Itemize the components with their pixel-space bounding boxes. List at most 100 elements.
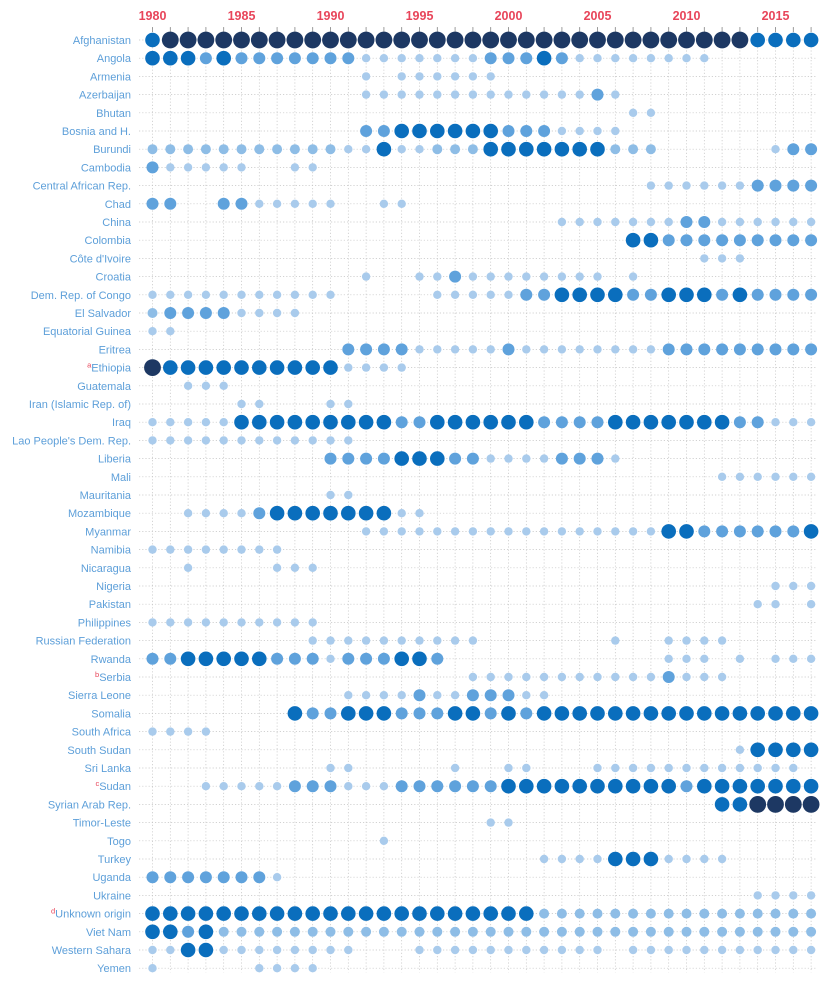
data-dot [306, 52, 319, 65]
data-dot [486, 818, 495, 827]
data-dot [288, 652, 301, 665]
data-dot [575, 272, 584, 281]
country-label: Timor-Leste [73, 818, 131, 830]
data-dot [272, 144, 283, 155]
data-dot [483, 123, 499, 139]
data-dot [539, 672, 549, 682]
data-dot [394, 906, 410, 921]
data-dot [341, 505, 356, 521]
country-label: Mauritania [80, 490, 132, 502]
data-dot [393, 31, 411, 49]
data-dot [269, 414, 285, 430]
data-dot [628, 527, 638, 536]
data-dot [290, 964, 300, 973]
data-dot [148, 327, 157, 336]
country-label: Chad [105, 199, 131, 211]
data-dot [789, 654, 798, 663]
country-label: Viet Nam [86, 927, 131, 939]
data-dot [201, 545, 211, 554]
data-dot [643, 414, 659, 430]
data-dot [504, 818, 513, 827]
data-dot [789, 217, 798, 227]
data-dot [679, 706, 694, 721]
data-dot [183, 144, 194, 155]
data-dot [483, 141, 499, 157]
data-dot [412, 651, 427, 667]
data-dot [557, 672, 567, 682]
data-dot [219, 436, 228, 445]
data-dot [806, 654, 816, 663]
data-dot [539, 926, 550, 937]
country-label: Croatia [96, 272, 132, 284]
data-dot [771, 945, 780, 955]
year-label: 2010 [673, 9, 701, 23]
data-dot [201, 727, 211, 736]
data-dot [606, 31, 624, 49]
data-dot [483, 414, 499, 430]
country-label: Turkey [98, 854, 132, 866]
data-dot [664, 763, 673, 773]
data-dot [806, 945, 816, 955]
data-dot [751, 234, 764, 247]
footnote-mark: a [87, 361, 92, 370]
data-dot [415, 145, 424, 154]
data-dot [379, 691, 389, 700]
data-dot [557, 945, 567, 955]
data-dot [146, 652, 159, 665]
data-dot [664, 181, 673, 190]
data-dot [308, 636, 317, 645]
data-dot [237, 618, 246, 627]
data-dot [789, 418, 798, 427]
data-dot [166, 727, 175, 736]
data-dot [465, 906, 481, 921]
data-dot [752, 926, 763, 937]
data-dot [486, 527, 495, 536]
data-dot [608, 706, 623, 721]
data-dot [216, 651, 231, 667]
data-dot [700, 636, 709, 645]
data-dot [433, 691, 442, 700]
data-dot [326, 763, 335, 773]
data-dot [308, 436, 317, 445]
data-dot [484, 52, 497, 65]
data-dot [323, 360, 338, 375]
data-dot [698, 234, 711, 247]
data-dot [289, 926, 300, 937]
data-dot [430, 906, 445, 921]
data-dot [575, 527, 584, 536]
data-dot [485, 926, 496, 937]
data-dot [164, 652, 177, 665]
data-dot [593, 217, 602, 227]
data-dot [322, 31, 339, 49]
data-dot [539, 945, 549, 955]
data-dot [753, 217, 762, 227]
data-dot [287, 414, 303, 430]
data-dot [593, 54, 602, 63]
data-dot [447, 123, 463, 139]
data-dot [590, 287, 605, 303]
data-dot [574, 908, 585, 919]
data-dot [519, 141, 534, 157]
data-dot [148, 436, 157, 445]
data-dot [643, 778, 659, 794]
data-dot [803, 778, 819, 794]
data-dot [753, 763, 762, 773]
data-dot [450, 636, 460, 645]
data-dot [555, 52, 568, 65]
country-label: Colombia [85, 235, 132, 247]
data-dot [662, 234, 675, 247]
data-dot [700, 854, 709, 864]
data-dot [590, 778, 605, 794]
data-dot [431, 652, 444, 665]
data-dot [501, 141, 516, 157]
data-dot [325, 144, 336, 155]
data-dot [234, 906, 249, 921]
data-dot [236, 926, 247, 937]
data-dot [788, 908, 799, 919]
data-dot [502, 689, 515, 702]
data-dot [733, 343, 746, 356]
data-dot [237, 163, 246, 172]
data-dot [611, 126, 620, 136]
data-dot [361, 782, 371, 791]
data-dot [269, 906, 285, 921]
